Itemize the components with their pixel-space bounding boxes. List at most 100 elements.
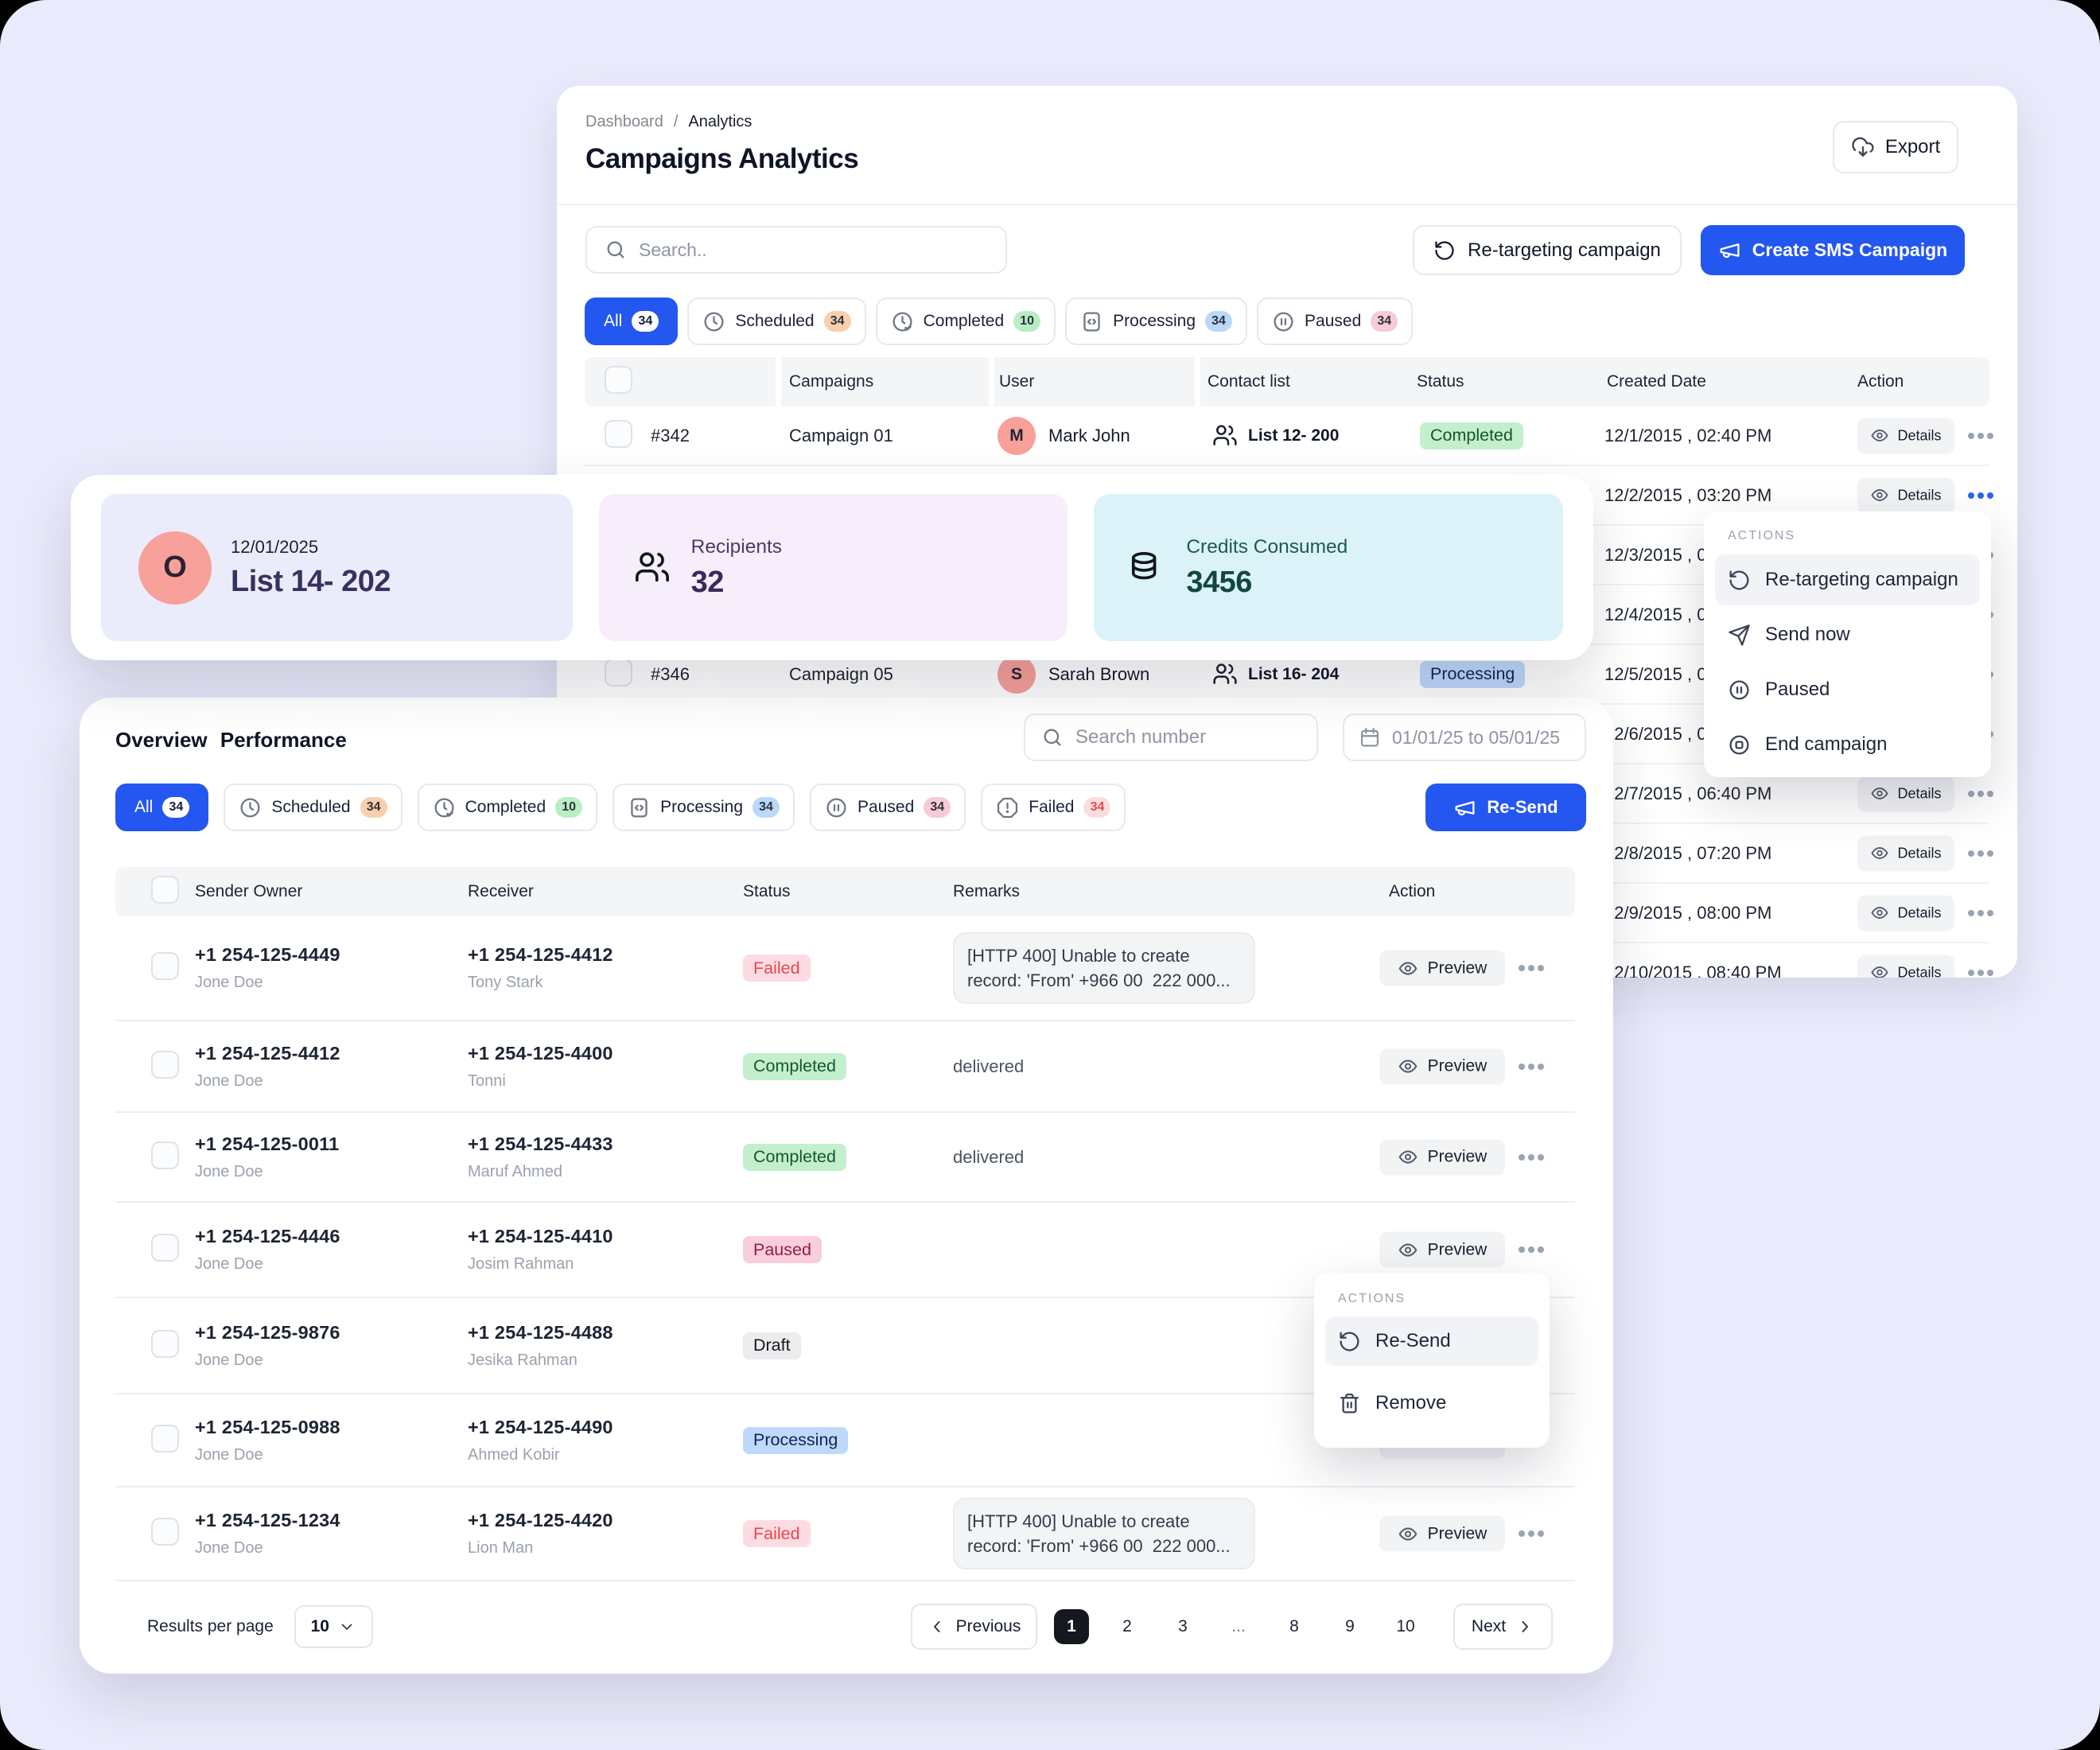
menu-item-label: Remove [1375, 1392, 1447, 1414]
dot [1978, 850, 1984, 857]
row-menu-button[interactable] [1968, 492, 1993, 499]
megaphone-icon [1720, 243, 1740, 259]
date-range-picker[interactable]: 01/01/25 to 05/01/25 [1343, 714, 1586, 761]
page-number-8[interactable]: 8 [1289, 1617, 1299, 1635]
remark-text: [HTTP 400] Unable to create record: 'From… [953, 932, 1255, 1004]
created-date: 12/7/2015 , 06:40 PM [1604, 783, 1772, 803]
details-button[interactable]: Details [1857, 776, 1954, 811]
preview-button[interactable]: Preview [1379, 1231, 1505, 1268]
filter-chip-completed[interactable]: Completed 10 [875, 298, 1056, 345]
dot [1978, 790, 1984, 797]
filter-chip-label: All [134, 798, 154, 816]
previous-page-button[interactable]: Previous [911, 1604, 1037, 1650]
filter-chip-failed[interactable]: Failed 34 [981, 784, 1126, 831]
row-menu-button[interactable] [1968, 790, 1993, 797]
filter-chip-scheduled[interactable]: Scheduled 34 [687, 298, 866, 345]
filter-chip-all[interactable]: All 34 [115, 784, 209, 831]
page-number-2[interactable]: 2 [1122, 1617, 1132, 1635]
sender-phone: +1 254-125-0988 [195, 1416, 340, 1437]
menu-item-paused[interactable]: Paused [1715, 664, 1980, 715]
chevron-left-icon [933, 1621, 940, 1632]
dot [1987, 492, 1993, 499]
retargeting-campaign-button[interactable]: Re-targeting campaign [1413, 225, 1682, 275]
sender-name: Jone Doe [195, 1351, 263, 1369]
filter-chip-completed[interactable]: Completed 10 [417, 784, 598, 831]
row-menu-button[interactable] [1968, 432, 1993, 439]
details-button[interactable]: Details [1857, 955, 1954, 978]
page-number-9[interactable]: 9 [1345, 1617, 1355, 1635]
filter-chip-scheduled[interactable]: Scheduled 34 [224, 784, 402, 831]
search-input[interactable]: Search.. [585, 226, 1007, 274]
row-checkbox[interactable] [151, 1329, 179, 1358]
preview-button[interactable]: Preview [1379, 950, 1505, 986]
sender: +1 254-125-0988 Jone Doe [195, 1417, 340, 1464]
status-cell: Failed [743, 1520, 811, 1547]
search-number-input[interactable]: Search number [1024, 714, 1318, 761]
preview-button[interactable]: Preview [1379, 1139, 1505, 1175]
filter-chip-paused[interactable]: Paused 34 [1257, 298, 1414, 345]
sender: +1 254-125-4412 Jone Doe [195, 1043, 340, 1091]
row-menu-button[interactable] [1968, 969, 1993, 976]
menu-item-re-targeting-campaign[interactable]: Re-targeting campaign [1715, 554, 1980, 605]
table-row: +1 254-125-4446 Jone Doe +1 254-125-4410 Jo… [115, 1203, 1575, 1298]
row-menu-button[interactable] [1519, 1063, 1544, 1070]
filter-chip-processing[interactable]: Processing 34 [1065, 298, 1248, 345]
select-all-checkbox[interactable] [151, 876, 179, 904]
details-button[interactable]: Details [1857, 418, 1954, 453]
overview-table: Sender Owner Receiver Status Remarks Action … [115, 867, 1575, 1581]
select-all-checkbox[interactable] [605, 366, 632, 394]
row-checkbox[interactable] [151, 1050, 179, 1079]
row-menu-button[interactable] [1519, 1530, 1544, 1537]
preview-button[interactable]: Preview [1379, 1048, 1505, 1084]
chevron-right-icon [1522, 1621, 1529, 1632]
status-cell: Processing [743, 1426, 849, 1454]
remark-text: delivered [953, 1146, 1025, 1167]
details-button[interactable]: Details [1857, 895, 1954, 931]
export-button[interactable]: Export [1833, 121, 1958, 173]
users-icon [1213, 424, 1237, 445]
row-menu-button[interactable] [1968, 909, 1993, 916]
row-menu-button[interactable] [1519, 1246, 1544, 1253]
page-number-1[interactable]: 1 [1054, 1609, 1089, 1644]
menu-item-remove[interactable]: Remove [1325, 1379, 1538, 1428]
filter-chip-paused[interactable]: Paused 34 [810, 784, 966, 831]
dot [1528, 1246, 1534, 1253]
row-checkbox[interactable] [151, 1234, 179, 1262]
preview-button[interactable]: Preview [1379, 1515, 1505, 1552]
row-checkbox[interactable] [605, 419, 632, 448]
filter-chip-processing[interactable]: Processing 34 [612, 784, 795, 831]
row-checkbox[interactable] [605, 658, 632, 686]
resend-button[interactable]: Re-Send [1425, 784, 1586, 831]
page-number-3[interactable]: 3 [1178, 1617, 1188, 1635]
breadcrumb-dashboard[interactable]: Dashboard [585, 113, 663, 130]
menu-item-re-send[interactable]: Re-Send [1325, 1316, 1538, 1366]
receiver: +1 254-125-4400 Tonni [468, 1043, 613, 1091]
sender-name: Jone Doe [195, 1445, 263, 1464]
create-sms-campaign-button[interactable]: Create SMS Campaign [1701, 225, 1965, 275]
row-checkbox[interactable] [151, 1141, 179, 1169]
row-checkbox[interactable] [151, 1424, 179, 1452]
page-number-10[interactable]: 10 [1396, 1617, 1415, 1635]
rotate-ccw-icon [1435, 240, 1454, 260]
row-checkbox[interactable] [151, 1518, 179, 1546]
receiver-name: Ahmed Kobir [468, 1445, 560, 1464]
campaign-id: #342 [651, 425, 690, 445]
details-button[interactable]: Details [1857, 835, 1954, 871]
eye-icon [1398, 1150, 1417, 1164]
breadcrumb: Dashboard / Analytics [585, 113, 752, 131]
row-menu-button[interactable] [1519, 965, 1544, 971]
next-page-button[interactable]: Next [1453, 1604, 1553, 1650]
row-menu-button[interactable] [1968, 850, 1993, 857]
row-checkbox[interactable] [151, 952, 179, 980]
menu-item-send-now[interactable]: Send now [1715, 609, 1980, 660]
recipients-label: Recipients [690, 535, 783, 558]
status-cell: Processing [1420, 660, 1526, 688]
menu-item-end-campaign[interactable]: End campaign [1715, 719, 1980, 770]
details-button[interactable]: Details [1857, 477, 1954, 513]
per-page-select[interactable]: 10 [294, 1605, 373, 1648]
filter-chip-label: Completed [923, 312, 1005, 330]
filter-chip-all[interactable]: All 34 [585, 298, 679, 345]
receiver-name: Jesika Rahman [468, 1351, 578, 1369]
row-menu-button[interactable] [1519, 1153, 1544, 1161]
breadcrumb-analytics[interactable]: Analytics [688, 113, 752, 130]
